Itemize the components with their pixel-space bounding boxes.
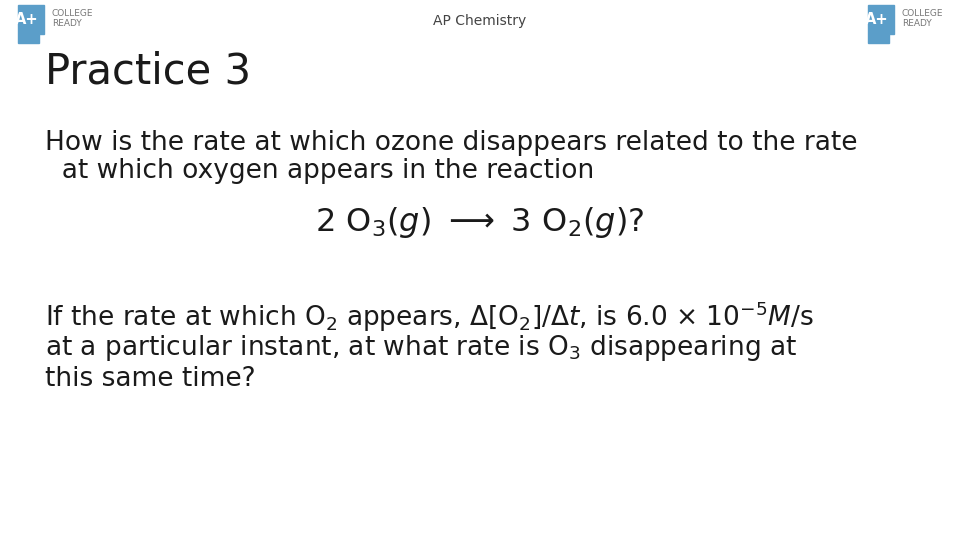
Text: A+: A+ xyxy=(865,12,888,27)
Text: COLLEGE
READY: COLLEGE READY xyxy=(52,9,93,28)
Text: How is the rate at which ozone disappears related to the rate: How is the rate at which ozone disappear… xyxy=(45,130,857,156)
Text: COLLEGE
READY: COLLEGE READY xyxy=(901,9,944,28)
Polygon shape xyxy=(868,5,895,43)
Text: $\mathregular{2\ O_3(}g\mathregular{)\ \longrightarrow\ 3\ O_2(}g\mathregular{)?: $\mathregular{2\ O_3(}g\mathregular{)\ \… xyxy=(316,205,644,240)
Text: If the rate at which O$_2$ appears, $\Delta$[O$_2$]/$\Delta t$, is 6.0 $\times$ : If the rate at which O$_2$ appears, $\De… xyxy=(45,300,814,334)
Text: at which oxygen appears in the reaction: at which oxygen appears in the reaction xyxy=(45,158,594,184)
Polygon shape xyxy=(17,5,44,43)
Text: this same time?: this same time? xyxy=(45,366,255,392)
Text: Practice 3: Practice 3 xyxy=(45,50,252,92)
Text: at a particular instant, at what rate is O$_3$ disappearing at: at a particular instant, at what rate is… xyxy=(45,333,797,363)
Text: A+: A+ xyxy=(14,12,38,27)
Text: AP Chemistry: AP Chemistry xyxy=(433,14,527,28)
